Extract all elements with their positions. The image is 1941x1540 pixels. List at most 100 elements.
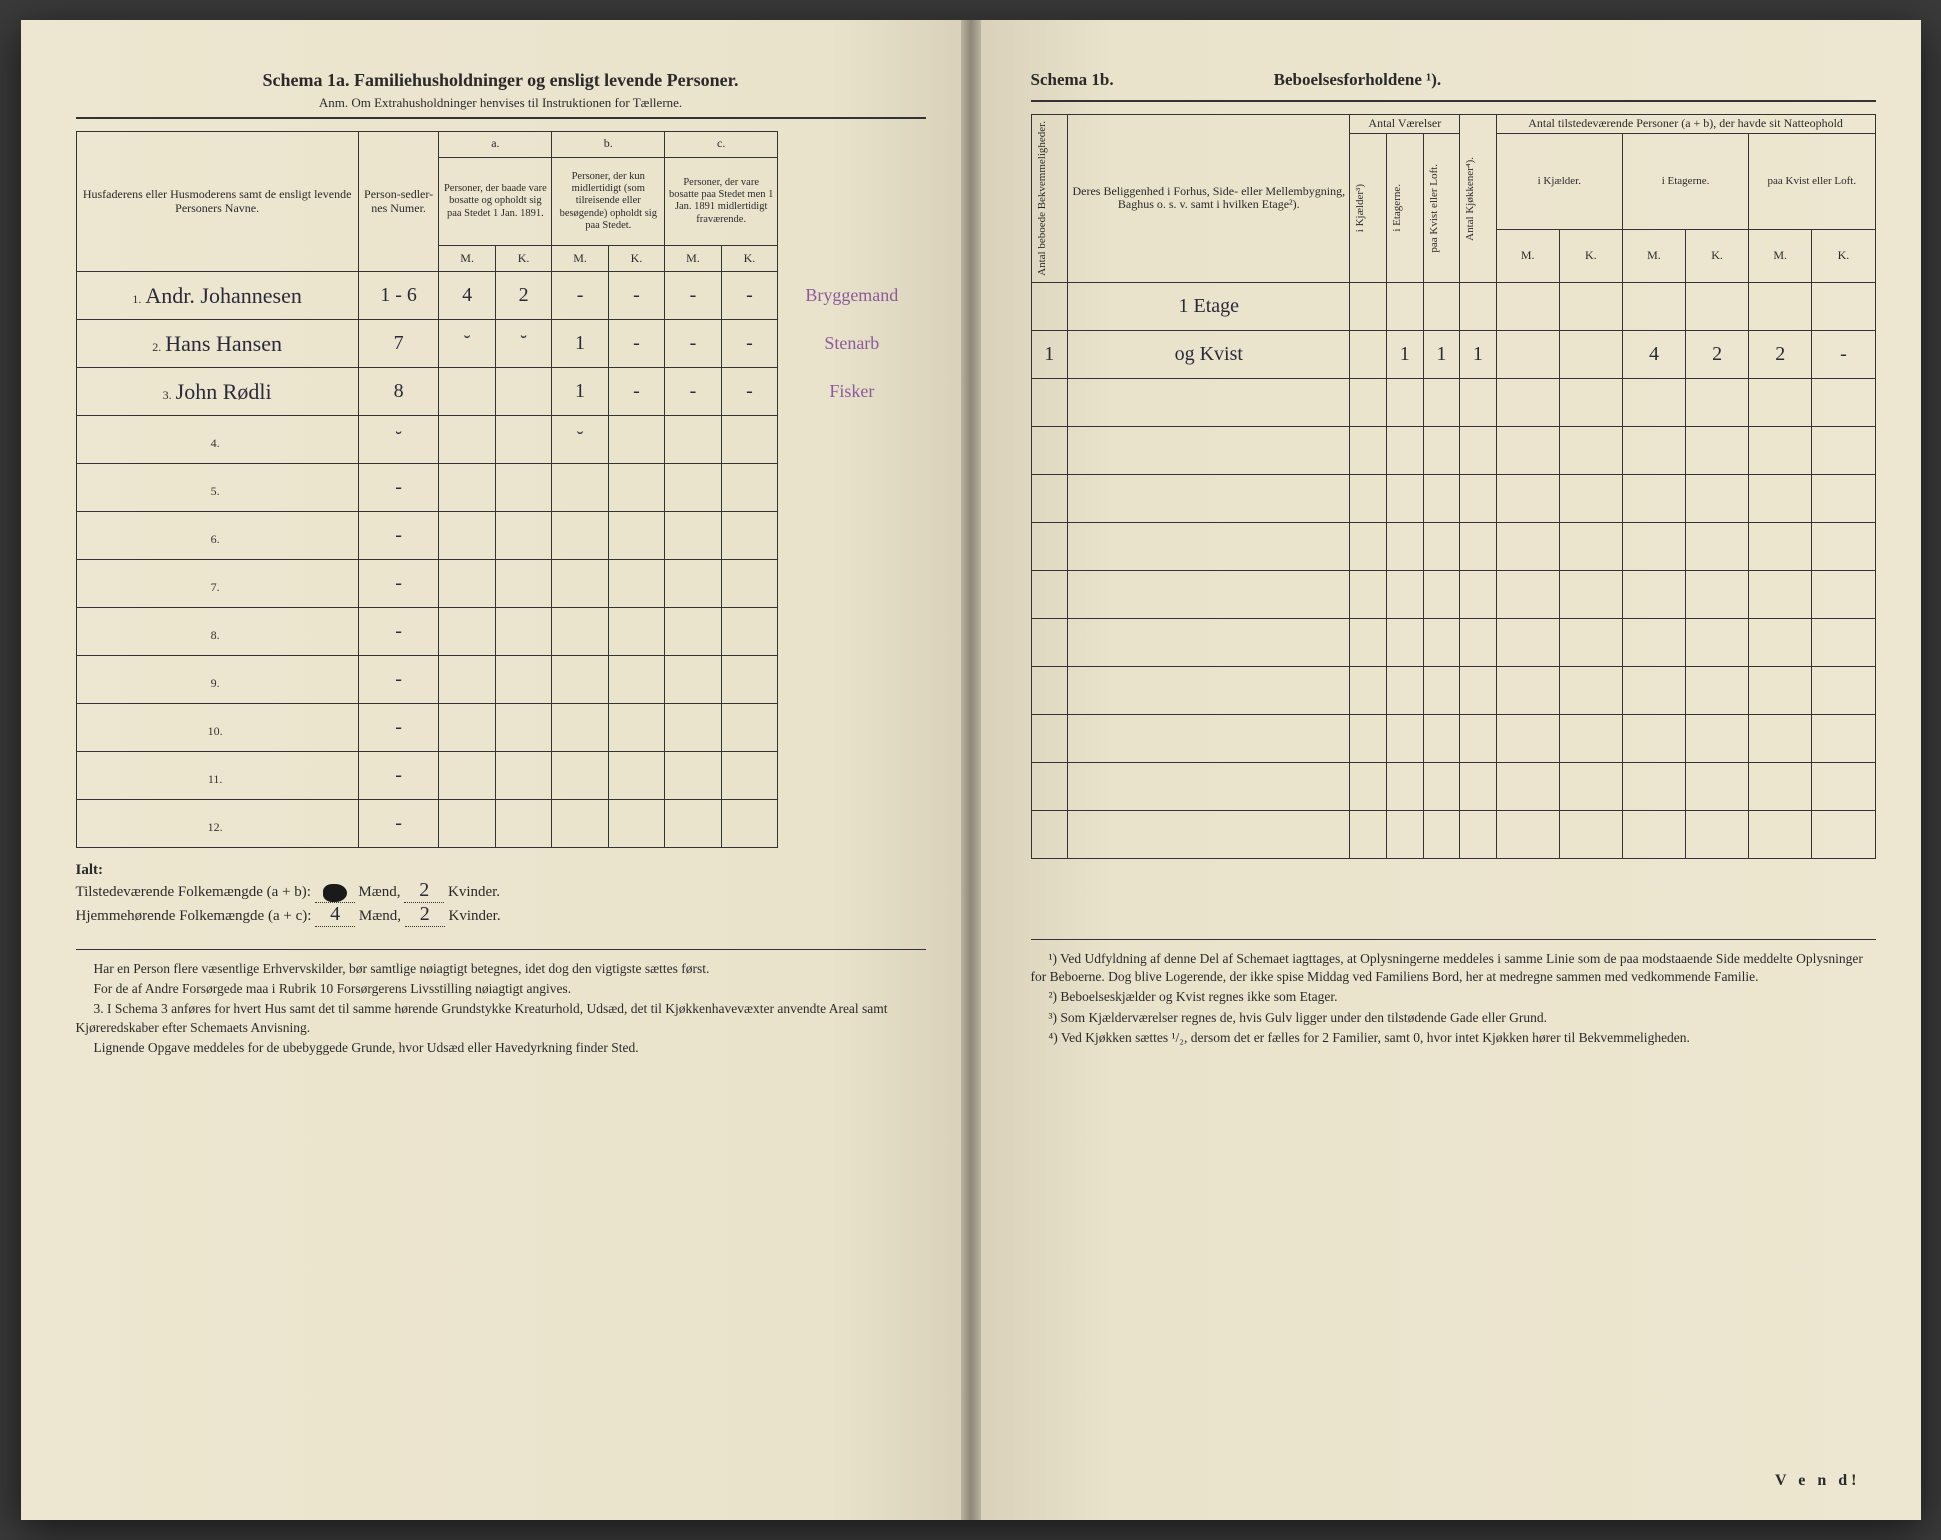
- location-cell: [1068, 474, 1350, 522]
- num-cell: ˘: [358, 416, 439, 464]
- table-row: [1031, 378, 1875, 426]
- margin-note: [778, 416, 926, 464]
- num-cell: -: [358, 560, 439, 608]
- hdr-p-kv: paa Kvist eller Loft.: [1749, 133, 1875, 230]
- name-cell: 1.Andr. Johannesen: [76, 272, 358, 320]
- table-row: 11.-: [76, 752, 926, 800]
- table-row: 8.-: [76, 608, 926, 656]
- left-footnotes: Har en Person flere væsentlige Erhvervsk…: [76, 949, 926, 1057]
- margin-note: [778, 560, 926, 608]
- margin-note: Stenarb: [778, 320, 926, 368]
- name-cell: 2.Hans Hansen: [76, 320, 358, 368]
- left-page: Schema 1a. Familiehusholdninger og ensli…: [21, 20, 971, 1520]
- footnote: ⁴) Ved Kjøkken sættes ¹/₂, dersom det er…: [1031, 1029, 1876, 1047]
- hjemmeh-k: 2: [405, 903, 445, 927]
- num-cell: 7: [358, 320, 439, 368]
- hdr-a-k: K.: [495, 246, 551, 272]
- footnote: For de af Andre Forsørgede maa i Rubrik …: [76, 980, 926, 998]
- right-footnotes: ¹) Ved Udfyldning af denne Del af Schema…: [1031, 939, 1876, 1047]
- location-cell: [1068, 522, 1350, 570]
- hdr-b-label: b.: [552, 132, 665, 158]
- location-cell: [1068, 378, 1350, 426]
- hdr-b-m: M.: [552, 246, 608, 272]
- table-row: [1031, 618, 1875, 666]
- name-cell: 4.: [76, 416, 358, 464]
- table-row: 9.-: [76, 656, 926, 704]
- book-spine: [961, 20, 981, 1520]
- footnote: Har en Person flere væsentlige Erhvervsk…: [76, 960, 926, 978]
- table-row: 10.-: [76, 704, 926, 752]
- location-cell: [1068, 666, 1350, 714]
- totals-block: Ialt: Tilstedeværende Folkemængde (a + b…: [76, 862, 926, 927]
- hdr-b-k: K.: [608, 246, 664, 272]
- name-cell: 3.John Rødli: [76, 368, 358, 416]
- divider: [76, 117, 926, 119]
- location-cell: 1 Etage: [1068, 282, 1350, 330]
- table-row: [1031, 714, 1875, 762]
- tilstedev-m: [315, 884, 355, 903]
- margin-note: [778, 464, 926, 512]
- hdr-kjokkener: Antal Kjøkkener⁴).: [1463, 153, 1478, 245]
- hdr-c-m: M.: [665, 246, 721, 272]
- margin-note: [778, 800, 926, 848]
- divider: [1031, 100, 1876, 102]
- location-cell: [1068, 618, 1350, 666]
- hdr-c-k: K.: [721, 246, 777, 272]
- table-row: [1031, 762, 1875, 810]
- hdr-a-m: M.: [439, 246, 495, 272]
- schema-1b-title: Schema 1b.: [1031, 70, 1114, 90]
- name-cell: 8.: [76, 608, 358, 656]
- footnote: ³) Som Kjælderværelser regnes de, hvis G…: [1031, 1009, 1876, 1027]
- hdr-bekvem: Antal beboede Bekvemmeligheder.: [1035, 117, 1050, 280]
- name-cell: 11.: [76, 752, 358, 800]
- location-cell: og Kvist: [1068, 330, 1350, 378]
- hdr-c-label: c.: [665, 132, 778, 158]
- tilstedev-k: 2: [404, 879, 444, 903]
- table-row: 1og Kvist111422-: [1031, 330, 1875, 378]
- ink-blot-icon: [323, 884, 347, 902]
- name-cell: 12.: [76, 800, 358, 848]
- table-row: [1031, 426, 1875, 474]
- census-book: Schema 1a. Familiehusholdninger og ensli…: [21, 20, 1921, 1520]
- hdr-a-label: a.: [439, 132, 552, 158]
- hdr-v-kv: paa Kvist eller Loft.: [1427, 160, 1442, 257]
- table-row: 4.˘˘: [76, 416, 926, 464]
- name-cell: 6.: [76, 512, 358, 560]
- num-cell: -: [358, 656, 439, 704]
- margin-note: Bryggemand: [778, 272, 926, 320]
- table-row: 2.Hans Hansen7˘˘1---Stenarb: [76, 320, 926, 368]
- num-cell: 8: [358, 368, 439, 416]
- table-row: 1.Andr. Johannesen1 - 642----Bryggemand: [76, 272, 926, 320]
- hdr-v-kj: i Kjælder³): [1353, 180, 1368, 236]
- hjemmeh-m: 4: [315, 903, 355, 927]
- num-cell: -: [358, 512, 439, 560]
- margin-note: [778, 752, 926, 800]
- vend-label: V e n d!: [1775, 1472, 1861, 1490]
- num-cell: 1 - 6: [358, 272, 439, 320]
- table-row: [1031, 666, 1875, 714]
- location-cell: [1068, 714, 1350, 762]
- hdr-c-text: Personer, der vare bosatte paa Stedet me…: [665, 157, 778, 246]
- schema-1a-subtitle: Anm. Om Extrahusholdninger henvises til …: [76, 95, 926, 111]
- num-cell: -: [358, 800, 439, 848]
- table-row: 3.John Rødli81---Fisker: [76, 368, 926, 416]
- footnote: ²) Beboelseskjælder og Kvist regnes ikke…: [1031, 988, 1876, 1006]
- num-cell: -: [358, 704, 439, 752]
- totals-line-2: Hjemmehørende Folkemængde (a + c): 4 Mæn…: [76, 903, 926, 927]
- location-cell: [1068, 570, 1350, 618]
- schema-1b-table: Antal beboede Bekvemmeligheder. Deres Be…: [1031, 114, 1876, 859]
- margin-note: Fisker: [778, 368, 926, 416]
- num-cell: -: [358, 464, 439, 512]
- location-cell: [1068, 426, 1350, 474]
- name-cell: 7.: [76, 560, 358, 608]
- schema-1a-title: Schema 1a. Familiehusholdninger og ensli…: [76, 70, 926, 91]
- table-row: [1031, 522, 1875, 570]
- table-row: 6.-: [76, 512, 926, 560]
- margin-note: [778, 704, 926, 752]
- table-row: 1 Etage: [1031, 282, 1875, 330]
- table-row: [1031, 474, 1875, 522]
- margin-note: [778, 656, 926, 704]
- table-row: [1031, 810, 1875, 858]
- table-row: [1031, 570, 1875, 618]
- hdr-p-kj: i Kjælder.: [1496, 133, 1622, 230]
